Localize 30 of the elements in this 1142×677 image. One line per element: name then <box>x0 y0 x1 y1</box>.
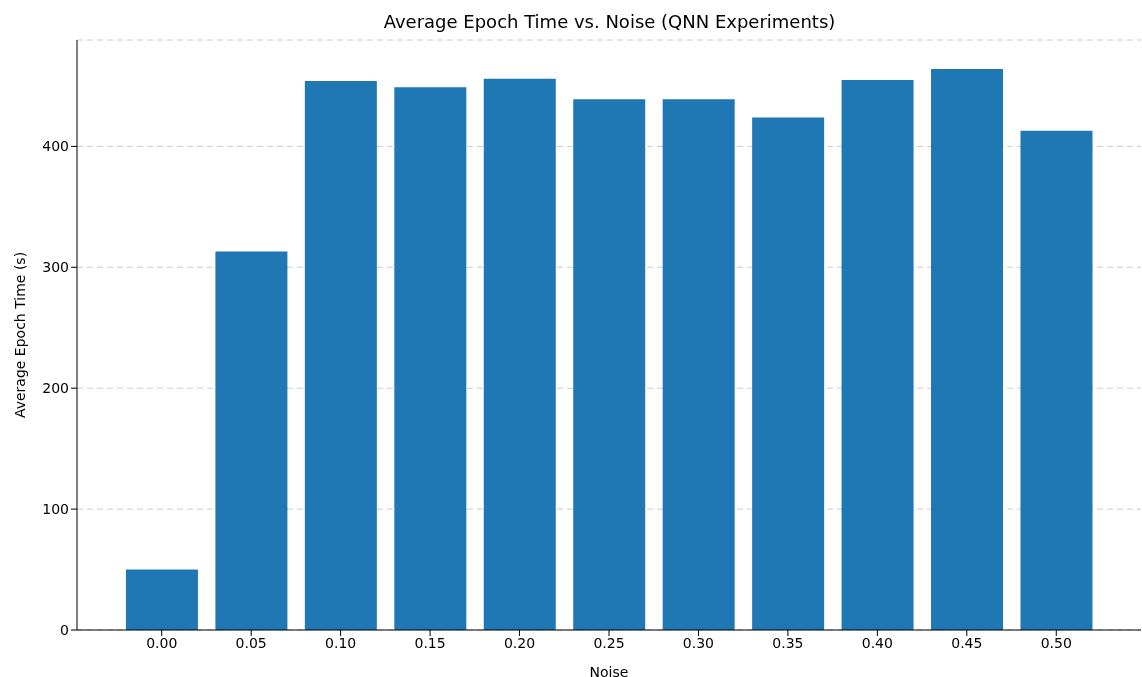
y-tick-label: 200 <box>42 380 69 397</box>
x-tick-label: 0.35 <box>772 634 804 651</box>
x-tick-label: 0.30 <box>682 634 715 651</box>
bar <box>304 81 377 630</box>
y-axis-title: Average Epoch Time (s) <box>11 251 28 419</box>
x-tick-label: 0.50 <box>1040 634 1072 651</box>
bar <box>1020 130 1093 630</box>
bar <box>752 117 825 630</box>
bar <box>662 99 735 630</box>
y-tick-label: 0 <box>60 621 69 638</box>
bar <box>931 69 1004 630</box>
x-axis-title: Noise <box>589 664 629 677</box>
x-tick-label: 0.40 <box>861 634 893 651</box>
y-tick-label: 100 <box>42 501 69 518</box>
bar <box>841 79 914 630</box>
y-tick-label: 400 <box>42 138 69 155</box>
bar <box>125 569 198 630</box>
bar <box>215 251 288 630</box>
x-tick-label: 0.15 <box>414 634 446 651</box>
x-tick-label: 0.10 <box>325 634 357 651</box>
x-tick-label: 0.20 <box>503 634 536 651</box>
chart-title: Average Epoch Time vs. Noise (QNN Experiments) <box>382 10 837 34</box>
x-tick-label: 0.25 <box>593 634 625 651</box>
bar <box>573 99 646 630</box>
y-tick-label: 300 <box>42 259 69 276</box>
x-tick-label: 0.45 <box>951 634 983 651</box>
bar <box>394 87 467 630</box>
x-tick-label: 0.05 <box>235 634 267 651</box>
bar <box>483 78 556 630</box>
x-tick-label: 0.00 <box>146 634 178 651</box>
